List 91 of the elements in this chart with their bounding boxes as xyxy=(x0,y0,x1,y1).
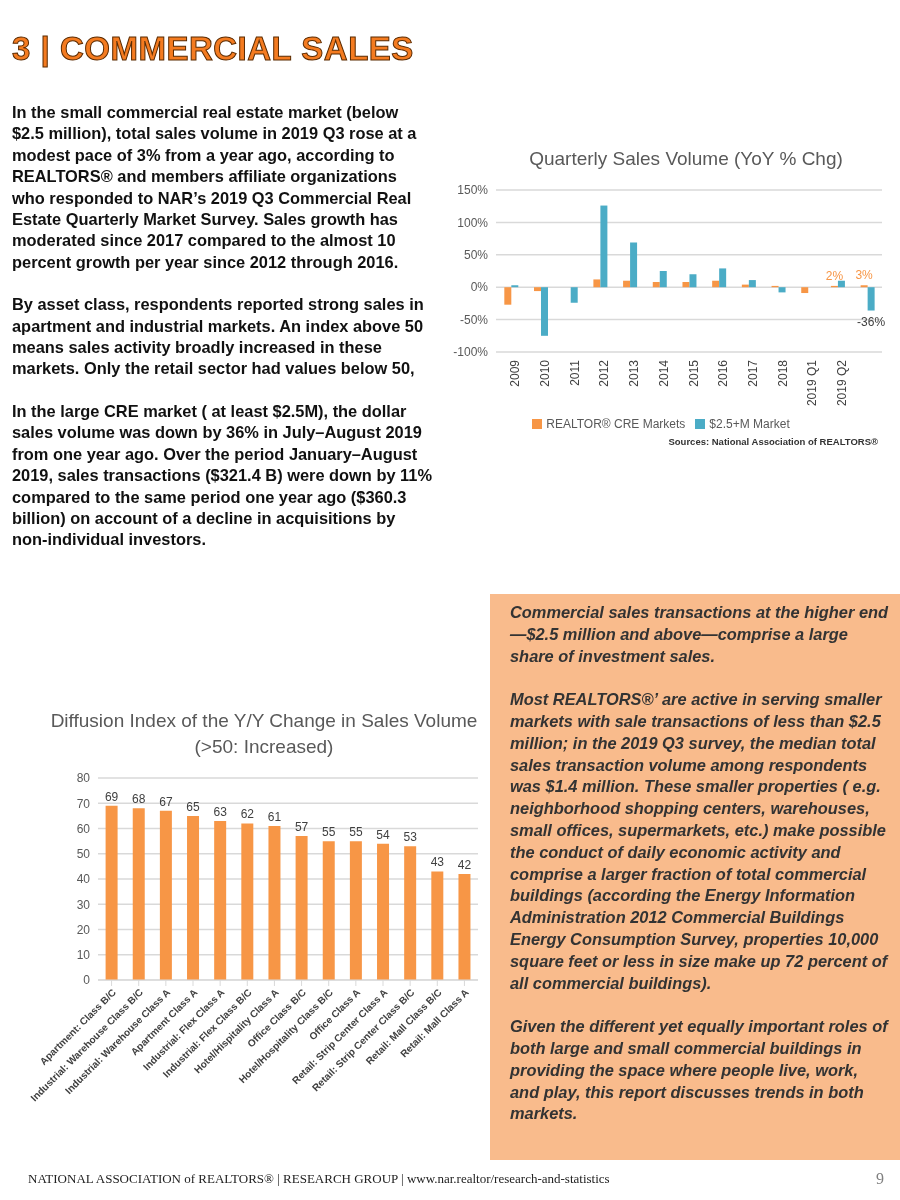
legend-label: REALTOR® CRE Markets xyxy=(546,417,686,431)
x-tick-label: 2015 xyxy=(686,359,701,387)
bar xyxy=(377,843,390,980)
x-tick-label: 2017 xyxy=(745,359,760,387)
y-tick-label: 30 xyxy=(76,897,91,912)
bar xyxy=(652,282,660,288)
bar xyxy=(322,841,335,980)
data-label: 61 xyxy=(267,809,282,824)
data-label: 62 xyxy=(240,807,255,822)
bar xyxy=(105,805,118,980)
y-tick-label: 80 xyxy=(76,771,91,786)
data-label: -36% xyxy=(857,314,886,329)
source-note: Sources: National Association of REALTORS® xyxy=(667,436,879,447)
y-tick-label: 50% xyxy=(463,248,489,263)
bar xyxy=(570,287,578,303)
bar xyxy=(712,280,720,288)
bar xyxy=(682,282,690,288)
legend-label: $2.5+M Market xyxy=(709,417,790,431)
x-tick-label: 2014 xyxy=(656,359,671,387)
data-label: 55 xyxy=(322,825,336,840)
text: In the large CRE market ( at least $2.5M), the dollar sales volume was down by 36% in July–August 2019 from one year ago. Over the period January–August 2019, sales transactions ($321.4 B) were down by 11% compared to the same period one year ago ($360.3 billion) on account of a decline in acquisitions by non-individual investors. xyxy=(12,400,432,551)
bar xyxy=(623,280,631,288)
y-tick-label: 70 xyxy=(76,796,91,811)
x-tick-label: 2019 Q2 xyxy=(834,359,849,407)
bar xyxy=(214,820,227,980)
y-tick-label: 0 xyxy=(83,973,91,988)
data-label: 68 xyxy=(132,792,146,807)
bar xyxy=(541,287,549,336)
y-tick-label: 150% xyxy=(457,183,489,198)
bar xyxy=(719,268,727,288)
data-label: 63 xyxy=(213,804,228,819)
text: In the small commercial real estate market (below $2.5 million), total sales volume in 2019 Q3 rose at a modest pace of 3% from a year ago, according to REALTORS® and members affiliate organizations who responded to NAR’s 2019 Q3 Commercial Real Estate Quarterly Market Survey. Sales growth has moderated since 2017 compared to the almost 10 percent growth per year since 2012 through 2016. xyxy=(12,102,418,273)
y-tick-label: 10 xyxy=(76,948,91,963)
text: Commercial sales transactions at the higher end—$2.5 million and above—comprise a large share of investment sales. xyxy=(510,602,890,667)
data-label: 43 xyxy=(430,855,445,870)
x-tick-label: 2012 xyxy=(597,359,612,387)
x-tick-label: 2013 xyxy=(627,359,642,387)
chart-title: Quarterly Sales Volume (YoY % Chg) xyxy=(528,147,844,171)
bar xyxy=(689,274,697,288)
data-label: 65 xyxy=(186,799,201,814)
y-tick-label: -50% xyxy=(459,312,489,327)
bar xyxy=(778,287,786,293)
x-tick-label: 2019 Q1 xyxy=(805,359,820,407)
data-label: 55 xyxy=(349,825,363,840)
data-label: 2% xyxy=(825,268,844,283)
bar xyxy=(431,871,444,980)
x-tick-label: 2016 xyxy=(716,359,731,387)
bar xyxy=(659,271,667,288)
y-tick-label: 40 xyxy=(76,872,91,887)
bar xyxy=(349,841,362,980)
bar xyxy=(867,287,875,311)
y-tick-label: -100% xyxy=(453,345,489,360)
x-tick-label: 2011 xyxy=(567,359,582,386)
bar xyxy=(159,810,172,980)
bar xyxy=(534,287,542,292)
bar xyxy=(801,287,809,294)
chart-title: Diffusion Index of the Y/Y Change in Sales Volume (>50: Increased) xyxy=(50,709,478,759)
bar xyxy=(132,808,145,980)
bar xyxy=(458,873,471,980)
data-label: 54 xyxy=(376,827,391,842)
text: By asset class, respondents reported strong sales in apartment and industrial markets. An index above 50 means sales activity broadly increased in these markets. Only the retail sector had values below 50, xyxy=(12,294,425,380)
data-label: 3% xyxy=(855,268,874,283)
bar xyxy=(593,279,601,288)
data-label: 42 xyxy=(457,857,472,872)
y-tick-label: 50 xyxy=(76,847,91,862)
y-tick-label: 100% xyxy=(457,215,489,230)
x-tick-label: 2018 xyxy=(775,359,790,387)
y-tick-label: 0% xyxy=(470,280,489,295)
data-label: 57 xyxy=(294,820,309,835)
data-label: 69 xyxy=(104,789,119,804)
text: NATIONAL ASSOCIATION of REALTORS® | RESEARCH GROUP | www.nar.realtor/research-and-statistics xyxy=(28,1171,610,1187)
data-label: 53 xyxy=(403,830,418,845)
text: 9 xyxy=(876,1170,884,1188)
bar xyxy=(241,823,254,980)
bar xyxy=(404,846,417,980)
bar xyxy=(504,287,512,305)
bar xyxy=(837,280,845,288)
data-label: 67 xyxy=(159,794,173,809)
bar xyxy=(268,825,281,980)
text: 3 | COMMERCIAL SALES xyxy=(12,30,415,68)
y-tick-label: 60 xyxy=(76,821,91,836)
bar xyxy=(295,836,308,980)
text: Most REALTORS®’ are active in serving smaller markets with sale transactions of less than $2.5 million; in the 2019 Q3 survey, the median total sales transaction volume among respondents was $1.4 million. These smaller properties ( e.g. neighborhood shopping centers, warehouses, small offices, supermarkets, etc.) make possible the conduct of daily economic activity and comprise a larger fraction of total commercial buildings (according the Energy Information Administration 2012 Commercial Buildings Energy Consumption Survey, properties 10,000 square feet or less in size make up 72 percent of all commercial buildings). xyxy=(510,690,888,992)
bar xyxy=(748,280,756,288)
bar xyxy=(187,815,200,980)
y-tick-label: 20 xyxy=(76,922,91,937)
bar xyxy=(600,205,608,288)
text: Given the different yet equally important roles of both large and small commercial buildings in providing the space where people live, work, and play, this report discusses trends in both markets. xyxy=(510,1016,890,1125)
bar xyxy=(630,242,638,288)
x-tick-label: 2009 xyxy=(508,359,523,387)
x-tick-label: 2010 xyxy=(538,359,553,387)
